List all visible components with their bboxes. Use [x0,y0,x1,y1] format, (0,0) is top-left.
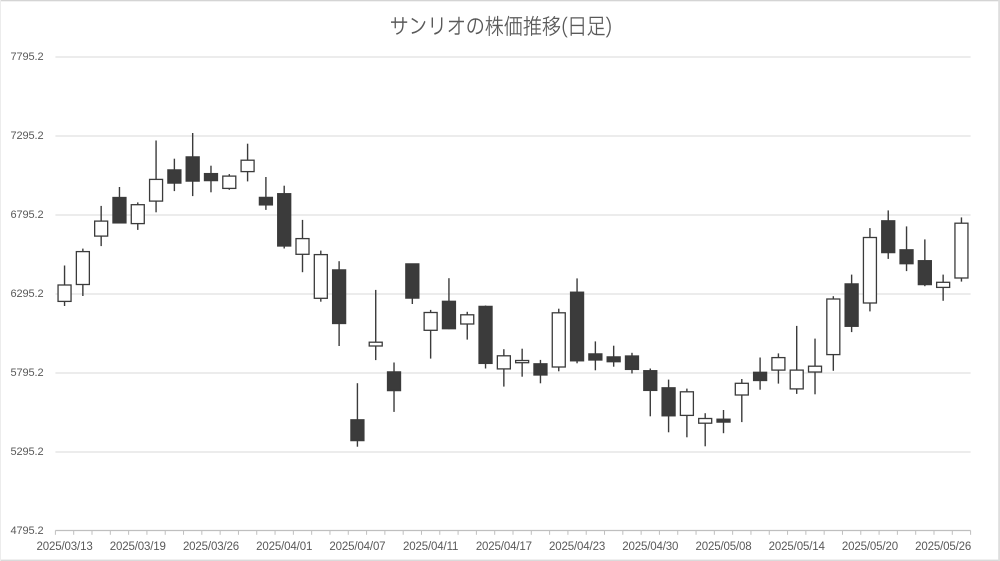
svg-text:2025/05/20: 2025/05/20 [842,541,898,553]
svg-text:2025/05/14: 2025/05/14 [769,541,826,553]
svg-text:2025/04/11: 2025/04/11 [403,541,458,553]
svg-text:2025/03/19: 2025/03/19 [110,541,166,553]
svg-text:2025/04/30: 2025/04/30 [622,541,678,553]
svg-text:2025/05/08: 2025/05/08 [695,541,751,553]
svg-text:7795.2: 7795.2 [10,51,43,63]
svg-text:5795.2: 5795.2 [10,367,43,379]
svg-text:5295.2: 5295.2 [10,446,43,458]
svg-text:6295.2: 6295.2 [10,288,43,300]
svg-text:2025/04/07: 2025/04/07 [329,541,385,553]
svg-text:4795.2: 4795.2 [10,525,43,537]
svg-text:2025/03/13: 2025/03/13 [37,541,93,553]
svg-text:2025/03/26: 2025/03/26 [183,541,239,553]
svg-text:2025/04/17: 2025/04/17 [476,541,532,553]
svg-text:2025/04/23: 2025/04/23 [549,541,605,553]
svg-text:2025/04/01: 2025/04/01 [256,541,312,553]
svg-text:6795.2: 6795.2 [10,209,43,221]
svg-text:2025/05/26: 2025/05/26 [915,541,971,553]
svg-text:7295.2: 7295.2 [10,130,43,142]
